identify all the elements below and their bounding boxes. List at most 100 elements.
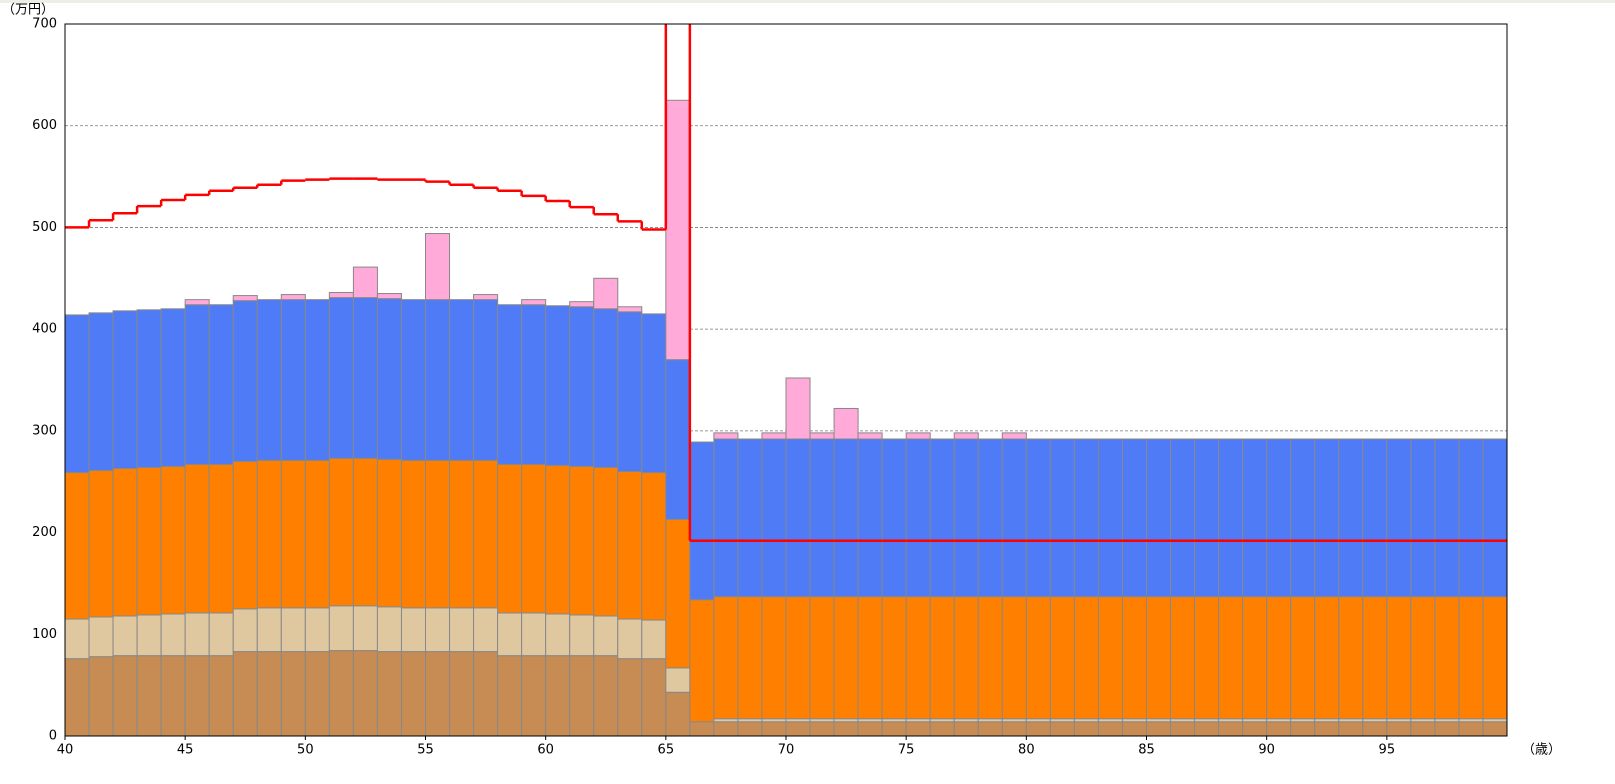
bar-segment	[785, 721, 811, 736]
bar-segment	[1049, 596, 1075, 720]
bar-segment	[376, 606, 402, 653]
bar-segment	[521, 612, 547, 657]
x-tick-label: 80	[1018, 743, 1035, 758]
bar-segment	[761, 432, 787, 440]
bar-segment	[1314, 721, 1340, 736]
bar-segment	[1025, 596, 1051, 720]
bar-segment	[905, 432, 931, 440]
bar-segment	[593, 466, 619, 617]
bar-segment	[88, 312, 114, 472]
bar-segment	[809, 596, 835, 720]
bar-segment	[1434, 438, 1460, 598]
bar-segment	[65, 472, 90, 620]
bar-segment	[1001, 438, 1027, 598]
bar-segment	[809, 721, 835, 736]
bar-segment	[1386, 438, 1412, 598]
bar-segment	[1170, 438, 1196, 598]
bar-segment	[473, 651, 499, 736]
bar-segment	[1482, 596, 1507, 720]
bar-segment	[521, 463, 547, 614]
bar-segment	[328, 457, 354, 607]
bar-segment	[352, 457, 378, 607]
bar-segment	[328, 297, 354, 459]
bar-segment	[785, 377, 811, 440]
bar-segment	[617, 306, 643, 313]
bar-segment	[593, 277, 619, 310]
bar-segment	[184, 612, 210, 657]
bar-segment	[1458, 438, 1484, 598]
bar-segment	[184, 299, 210, 306]
bar-segment	[280, 607, 306, 653]
bar-segment	[617, 618, 643, 660]
bar-segment	[1314, 596, 1340, 720]
bar-segment	[953, 438, 979, 598]
bar-segment	[1097, 596, 1123, 720]
bar-segment	[641, 658, 667, 736]
bar-segment	[352, 605, 378, 652]
bar-segment	[689, 441, 715, 601]
bar-segment	[1290, 596, 1316, 720]
bar-segment	[425, 651, 451, 736]
bar-segment	[1482, 438, 1507, 598]
y-tick-label: 600	[32, 118, 57, 133]
bar-segment	[833, 721, 859, 736]
bar-segment	[1194, 438, 1220, 598]
bar-segment	[665, 99, 691, 361]
bar-segment	[328, 650, 354, 736]
bar-segment	[521, 655, 547, 736]
bar-segment	[160, 613, 186, 657]
bar-segment	[1121, 596, 1148, 720]
bar-segment	[88, 616, 114, 658]
bar-segment	[280, 294, 306, 301]
x-tick-label: 85	[1138, 743, 1155, 758]
bar-segment	[1025, 721, 1051, 736]
bar-segment	[376, 651, 402, 736]
bar-segment	[473, 607, 499, 653]
bar-segment	[1482, 721, 1507, 736]
bar-segment	[1362, 721, 1388, 736]
bar-segment	[425, 607, 451, 653]
bar-segment	[545, 305, 571, 466]
bar-segment	[857, 721, 883, 736]
bar-segment	[785, 596, 811, 720]
bar-segment	[1266, 596, 1292, 720]
bar-segment	[977, 438, 1003, 598]
bar-segment	[280, 651, 306, 736]
bar-segment	[569, 306, 595, 467]
bar-segment	[425, 459, 451, 609]
bar-segment	[737, 596, 763, 720]
bar-segment	[1362, 596, 1388, 720]
bar-segment	[425, 299, 451, 461]
bar-segment	[352, 297, 378, 459]
x-unit: （歳）	[1522, 743, 1561, 758]
bar-segment	[1073, 721, 1099, 736]
bar-segment	[881, 438, 907, 598]
bar-segment	[1073, 596, 1099, 720]
bar-segment	[641, 619, 667, 660]
y-tick-label: 300	[32, 423, 57, 438]
bar-segment	[1362, 438, 1388, 598]
bar-segment	[1194, 721, 1220, 736]
bar-segment	[232, 295, 258, 302]
bar-segment	[160, 465, 186, 615]
top-strip	[0, 0, 1615, 3]
bar-segment	[665, 359, 691, 520]
y-tick-label: 200	[32, 525, 57, 540]
bar-segment	[1170, 596, 1196, 720]
bar-segment	[136, 466, 162, 616]
bar-segment	[857, 596, 883, 720]
x-tick-label: 75	[898, 743, 915, 758]
bar-segment	[953, 432, 979, 440]
bar-segment	[929, 721, 955, 736]
bar-segment	[400, 299, 427, 461]
bar-segment	[665, 691, 691, 736]
bar-segment	[112, 655, 138, 736]
bar-segment	[208, 655, 234, 736]
bar-segment	[65, 618, 90, 660]
bar-segment	[1001, 596, 1027, 720]
bar-segment	[1314, 438, 1340, 598]
bar-segment	[737, 721, 763, 736]
bar-segment	[136, 309, 162, 468]
y-unit: （万円）	[2, 3, 54, 18]
x-tick-label: 45	[177, 743, 194, 758]
